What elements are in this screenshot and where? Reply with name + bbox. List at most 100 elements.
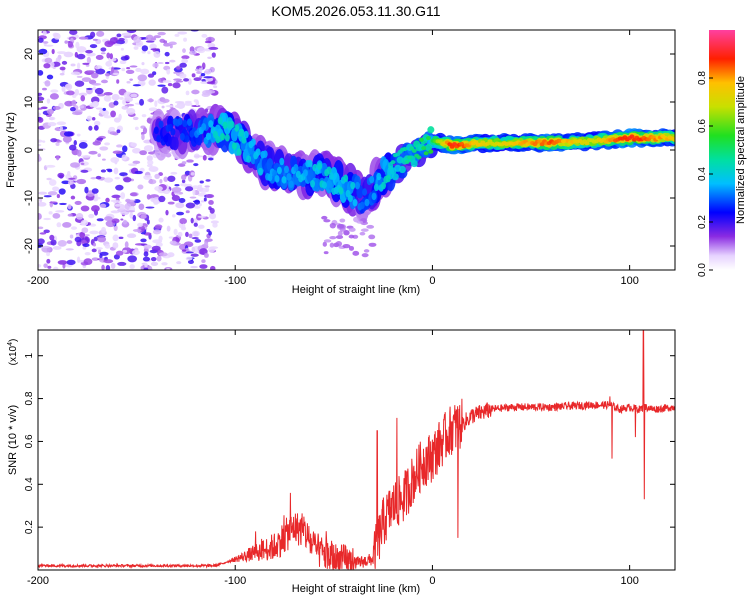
spectrogram-noise-cell bbox=[203, 76, 213, 79]
spectrogram-noise-cell bbox=[47, 265, 52, 269]
spectrogram-noise-cell bbox=[76, 149, 82, 157]
spectrogram-ridge-cell bbox=[321, 181, 327, 189]
spectrogram-tail-cell bbox=[337, 223, 345, 229]
spectrogram-noise-cell bbox=[164, 51, 170, 57]
spectrogram-noise-cell bbox=[175, 65, 181, 70]
spectrogram-noise-cell bbox=[50, 89, 59, 93]
spectrogram-noise-cell bbox=[123, 176, 132, 183]
spectrogram-noise-cell bbox=[42, 41, 49, 44]
spectrogram-noise-cell bbox=[88, 125, 93, 131]
spectrogram-ridge-cell bbox=[171, 136, 179, 151]
spectrogram-ridge-cell bbox=[283, 165, 289, 174]
spectrogram-tail-cell bbox=[329, 235, 337, 240]
spectrogram-noise-cell bbox=[112, 72, 120, 76]
spectrogram-ridge-cell bbox=[350, 181, 356, 190]
spectrogram-noise-cell bbox=[158, 195, 166, 203]
spectrogram-noise-cell bbox=[148, 107, 158, 112]
spectrogram-noise-cell bbox=[181, 249, 187, 252]
spectrogram-noise-cell bbox=[120, 218, 124, 221]
spectrogram-noise-cell bbox=[120, 56, 129, 61]
spectrogram-noise-cell bbox=[165, 105, 174, 108]
spectrogram-noise-cell bbox=[94, 65, 101, 70]
spectrogram-noise-cell bbox=[38, 191, 48, 195]
spectrogram-noise-cell bbox=[193, 77, 202, 82]
spectrogram-noise-cell bbox=[193, 163, 199, 167]
spectrogram-ridge-cell bbox=[411, 148, 417, 153]
spectrogram-noise-cell bbox=[157, 62, 164, 65]
spectrogram-noise-cell bbox=[210, 220, 219, 224]
spectrogram-noise-cell bbox=[132, 160, 141, 165]
spectrogram-noise-cell bbox=[161, 105, 165, 109]
spectrogram-tail-cell bbox=[348, 227, 356, 232]
spectrogram-noise-cell bbox=[48, 179, 57, 186]
spectrogram-noise-cell bbox=[111, 194, 121, 199]
spectrogram-noise-cell bbox=[80, 162, 85, 165]
spectrogram-noise-cell bbox=[209, 212, 217, 220]
spectrogram-ridge-cell bbox=[369, 175, 375, 184]
spectrogram-noise-cell bbox=[193, 231, 199, 237]
spectrogram-noise-cell bbox=[124, 241, 129, 249]
spectrogram-noise-cell bbox=[83, 234, 90, 237]
spectrogram-noise-cell bbox=[213, 85, 218, 89]
spectrogram-noise-cell bbox=[64, 100, 74, 107]
spectrogram-noise-cell bbox=[116, 144, 123, 148]
spectrogram-noise-cell bbox=[171, 194, 180, 202]
spectrogram-noise-cell bbox=[210, 265, 216, 270]
spectrogram-noise-cell bbox=[100, 79, 108, 84]
spectrogram-noise-cell bbox=[81, 155, 91, 158]
spectrogram-noise-cell bbox=[96, 137, 104, 141]
spectrogram-ridge-cell bbox=[239, 129, 245, 137]
spectrogram-ridge-cell bbox=[398, 165, 406, 174]
spectrogram-noise-cell bbox=[122, 99, 127, 105]
spectrogram-noise-cell bbox=[42, 30, 47, 36]
spectrogram-noise-cell bbox=[38, 96, 45, 102]
spectrogram-noise-cell bbox=[173, 78, 183, 81]
spectrogram-noise-cell bbox=[183, 78, 190, 82]
spectrogram-noise-cell bbox=[204, 40, 212, 44]
spectrogram-ridge-cell bbox=[423, 151, 429, 156]
spectrogram-ridge-cell bbox=[163, 135, 169, 143]
spectrogram-noise-cell bbox=[112, 150, 123, 155]
spectrogram-noise-cell bbox=[132, 116, 139, 121]
spectrogram-noise-cell bbox=[156, 255, 162, 262]
snr-x-label: Height of straight line (km) bbox=[292, 583, 420, 595]
spectrogram-noise-cell bbox=[38, 238, 45, 245]
spectrogram-noise-cell bbox=[115, 250, 124, 256]
spectrogram-noise-cell bbox=[38, 154, 41, 162]
spectrogram-noise-cell bbox=[56, 51, 67, 55]
colorbar-tick-label: 0.2 bbox=[697, 215, 708, 229]
snr-x-tick-label: 100 bbox=[620, 575, 638, 587]
spectrogram-ridge-cell bbox=[362, 188, 368, 196]
spectrogram-ridge-cell bbox=[257, 167, 263, 176]
spectrogram-ridge-cell bbox=[537, 139, 543, 144]
spectrogram-noise-cell bbox=[76, 62, 81, 70]
spectrogram-noise-cell bbox=[138, 203, 145, 210]
colorbar-gradient bbox=[709, 30, 735, 270]
spectrogram-noise-cell bbox=[143, 267, 149, 270]
spectrogram-noise-cell bbox=[78, 92, 88, 97]
spectrogram-noise-cell bbox=[204, 68, 212, 75]
spectrogram-noise-cell bbox=[52, 212, 61, 219]
spectrogram-noise-cell bbox=[76, 75, 83, 78]
spectrogram-noise-cell bbox=[120, 47, 124, 51]
spectrogram-noise-cell bbox=[95, 175, 102, 180]
snr-y-tick-label: 0.8 bbox=[24, 391, 35, 405]
spectrogram-noise-cell bbox=[56, 139, 62, 143]
spectrogram-noise-cell bbox=[196, 65, 202, 69]
spectrogram-noise-cell bbox=[140, 68, 150, 75]
spectrogram-noise-cell bbox=[208, 157, 214, 161]
spectrogram-noise-cell bbox=[105, 197, 110, 203]
spectrogram-noise-cell bbox=[167, 175, 176, 182]
spectrogram-noise-cell bbox=[72, 111, 83, 116]
spectrogram-ridge-cell bbox=[279, 157, 285, 166]
spectrogram-ridge-cell bbox=[255, 148, 261, 156]
spectrogram-noise-cell bbox=[166, 267, 171, 270]
spectrogram-noise-cell bbox=[165, 209, 169, 216]
snr-panel: -200 -100 0 100 0.2 0.4 0.6 0.8 1 Height of str… bbox=[7, 329, 676, 595]
spectrogram-tail-cell bbox=[336, 235, 344, 240]
spectrogram-noise-cell bbox=[110, 199, 120, 203]
spectrogram-noise-cell bbox=[61, 180, 71, 185]
spectrogram-noise-cell bbox=[106, 52, 111, 59]
spectrogram-ridge-cell bbox=[158, 120, 164, 129]
spectrogram-ridge-cell bbox=[201, 123, 207, 131]
